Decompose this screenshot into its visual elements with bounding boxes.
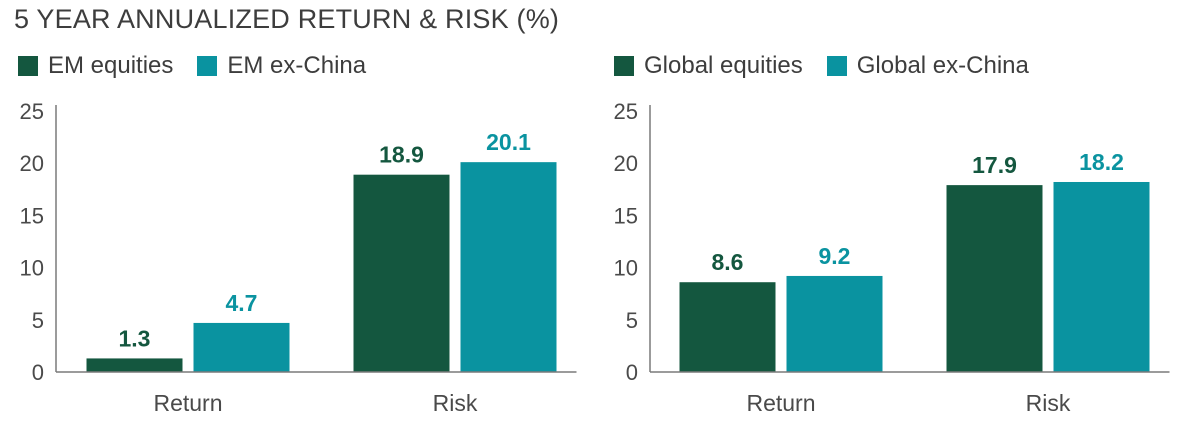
- legend-label-em-equities: EM equities: [48, 52, 174, 79]
- legend-item-em-ex-china: EM ex-China: [197, 52, 366, 80]
- y-tick-label: 0: [32, 360, 44, 385]
- data-label: 9.2: [819, 243, 851, 269]
- y-tick-label: 25: [20, 99, 44, 124]
- legend-swatch-em-ex-china: [197, 56, 218, 76]
- bar: [1053, 181, 1150, 372]
- x-category-label: Risk: [1026, 390, 1071, 416]
- data-label: 18.2: [1079, 149, 1124, 175]
- data-label: 18.9: [379, 142, 424, 168]
- bar: [460, 162, 557, 372]
- y-tick-label: 5: [626, 308, 638, 333]
- legend-item-em-equities: EM equities: [18, 52, 173, 80]
- y-tick-label: 10: [20, 256, 44, 281]
- data-label: 1.3: [119, 325, 151, 351]
- legend-label-global-ex-china: Global ex-China: [856, 52, 1029, 79]
- y-tick-label: 25: [614, 99, 638, 124]
- legend-label-global-equities: Global equities: [644, 52, 803, 79]
- legend-swatch-global-ex-china: [826, 56, 847, 76]
- legend-swatch-em-equities: [18, 56, 38, 76]
- data-label: 17.9: [972, 152, 1017, 178]
- data-label: 4.7: [226, 290, 258, 316]
- y-tick-label: 20: [614, 151, 638, 176]
- bar: [193, 322, 290, 372]
- data-label: 8.6: [712, 249, 744, 275]
- y-tick-label: 15: [614, 203, 638, 228]
- y-tick-label: 10: [614, 256, 638, 281]
- y-tick-label: 0: [626, 360, 638, 385]
- chart-title: 5 YEAR ANNUALIZED RETURN & RISK (%): [14, 4, 560, 34]
- y-tick-label: 15: [20, 203, 44, 228]
- x-category-label: Return: [746, 390, 815, 416]
- bar: [86, 358, 183, 372]
- legend-item-global-equities: Global equities: [614, 52, 803, 80]
- bar: [946, 185, 1043, 372]
- legend-item-global-ex-china: Global ex-China: [826, 52, 1029, 80]
- x-category-label: Risk: [433, 390, 478, 416]
- bar: [353, 174, 450, 372]
- y-tick-label: 20: [20, 151, 44, 176]
- legend-label-em-ex-china: EM ex-China: [227, 52, 367, 79]
- data-label: 20.1: [486, 129, 531, 155]
- bar: [679, 282, 776, 372]
- x-category-label: Return: [153, 390, 222, 416]
- legend-right: Global equities Global ex-China: [614, 52, 1053, 80]
- legend-left: EM equities EM ex-China: [18, 52, 390, 80]
- legend-swatch-global-equities: [614, 56, 634, 76]
- y-tick-label: 5: [32, 308, 44, 333]
- bar: [786, 275, 883, 372]
